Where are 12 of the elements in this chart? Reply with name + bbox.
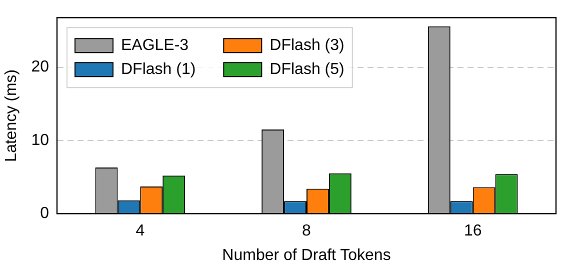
x-tick-label: 16 [464,222,482,240]
x-tick-label: 8 [302,222,312,240]
legend-label: DFlash (3) [270,37,344,54]
x-tick-label: 4 [136,222,145,240]
legend-label: DFlash (1) [120,61,196,78]
y-axis-title: Latency (ms) [3,69,20,162]
y-tick-label: 0 [40,205,50,222]
y-tick-label: 10 [31,132,50,149]
legend-label: EAGLE-3 [120,37,189,54]
y-tick-label: 20 [31,58,50,76]
legend-label: DFlash (5) [270,61,344,78]
x-axis-title: Number of Draft Tokens [222,246,391,264]
